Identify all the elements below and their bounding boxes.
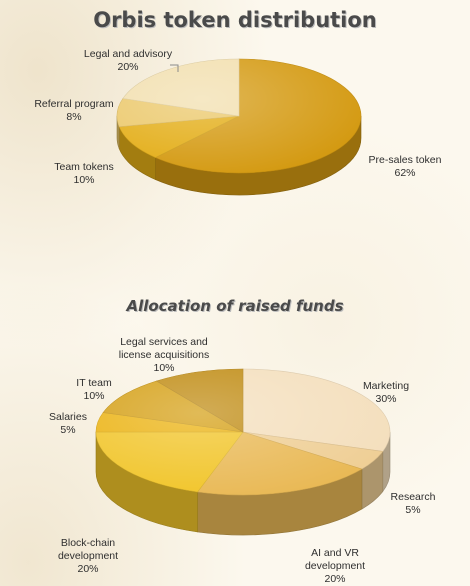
chart-title-raised-funds: Allocation of raised funds [126,297,344,315]
data-label-legal-services-and-license-acquisitions: Legal services and license acquisitions 10… [119,336,209,374]
chart-title-token-distribution: Orbis token distribution [93,8,377,32]
data-label-pre-sales-token: Pre-sales token 62% [369,154,442,179]
data-label-legal-and-advisory: Legal and advisory 20% [84,48,173,73]
data-label-team-tokens: Team tokens 10% [54,161,114,186]
data-label-research: Research 5% [391,491,436,516]
pie-top-faces [95,368,391,496]
data-label-marketing: Marketing 30% [363,380,409,405]
data-label-salaries: Salaries 5% [49,411,87,436]
data-label-it-team: IT team 10% [76,377,112,402]
data-label-referral-program: Referral program 8% [34,98,114,123]
data-label-ai-and-vr-development: AI and VR development 20% [305,547,365,585]
pie-labels: Pre-sales token 62% Team tokens 10% Referral… [34,48,441,186]
label-leader-line [170,64,179,72]
pie-labels: Marketing 30% Research 5% AI and VR developme… [49,336,436,585]
data-label-block-chain-development: Block-chain development 20% [58,537,118,575]
